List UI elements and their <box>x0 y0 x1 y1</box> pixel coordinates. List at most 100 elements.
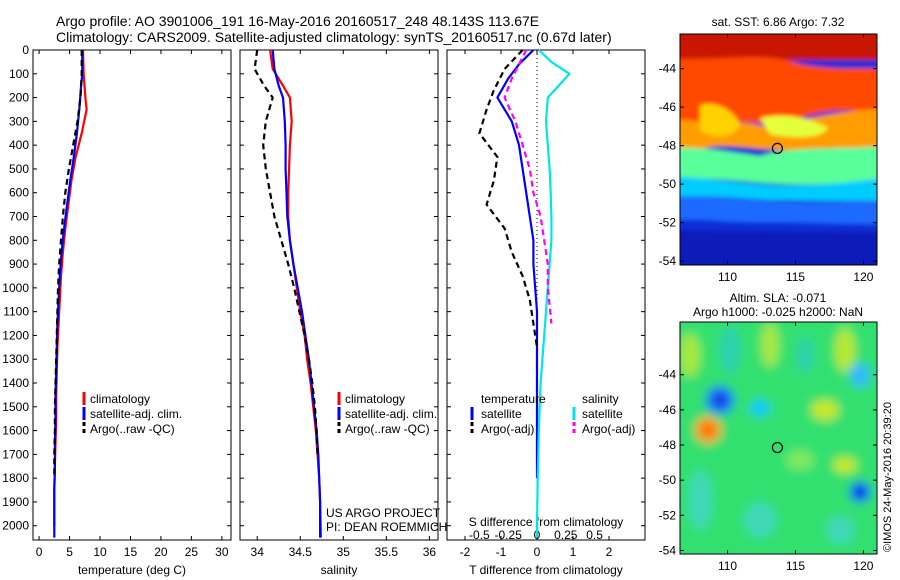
salinity-panel-frame <box>239 49 439 541</box>
depth-tick-label: 2000 <box>2 519 29 533</box>
lat-tick-label: -44 <box>659 62 677 76</box>
legend-label-s-satellite: satellite <box>582 407 623 421</box>
x-tick-label: 35.5 <box>375 545 399 559</box>
legend-label-t-satellite: satellite <box>481 407 522 421</box>
x-tick-label: 5 <box>66 545 73 559</box>
lat-tick-label: -46 <box>659 403 677 417</box>
x-tick-label: -1 <box>496 545 507 559</box>
depth-tick-label: 800 <box>9 233 29 247</box>
lat-tick-label: -54 <box>659 254 677 268</box>
project-annotation-line-2: PI: DEAN ROEMMICH <box>326 520 447 534</box>
depth-tick-label: 400 <box>9 138 29 152</box>
x-tick-label: 34 <box>251 545 265 559</box>
depth-tick-label: 1000 <box>2 281 29 295</box>
depth-tick-label: 1900 <box>2 495 29 509</box>
salinity-profile-plot: 34 34.5 35 35.5 36 salinity <box>240 49 438 577</box>
series-line-argo-adj-s <box>503 49 553 324</box>
top-tick-label: 0.25 <box>554 528 578 542</box>
sla-argo-position-marker <box>771 441 784 454</box>
lat-tick-label: -54 <box>659 543 677 557</box>
sla-map-title-line-1: Altim. SLA: -0.071 <box>730 291 827 305</box>
lat-tick-label: -52 <box>659 508 677 522</box>
sst-map-title: sat. SST: 6.86 Argo: 7.32 <box>712 15 845 29</box>
lon-tick-label: 120 <box>853 559 873 573</box>
x-tick-label: -2 <box>460 545 471 559</box>
series-line-satellite-s <box>535 49 571 538</box>
x-axis-label: salinity <box>321 563 358 577</box>
x-tick-label: 0 <box>36 545 43 559</box>
x-tick-label: 20 <box>154 545 168 559</box>
legend-label-argo: Argo(..raw -QC) <box>345 422 430 436</box>
legend-label-argo: Argo(..raw -QC) <box>90 422 175 436</box>
difference-profile-plot: -2 -1 0 1 2 T difference from climatology S di… <box>447 49 645 577</box>
x-tick-label: 15 <box>124 545 138 559</box>
project-annotation-line-1: US ARGO PROJECT <box>326 506 441 520</box>
depth-tick-label: 1600 <box>2 424 29 438</box>
depth-tick-label: 600 <box>9 186 29 200</box>
lon-tick-label: 115 <box>786 270 805 284</box>
sla-map-axes: 110 115 120 -44 -46 -48 -50 -52 -54 <box>659 322 877 573</box>
depth-tick-label: 1800 <box>2 471 29 485</box>
depth-tick-label: 300 <box>9 114 29 128</box>
legend-label-satellite: satellite-adj. clim. <box>345 407 437 421</box>
lat-tick-label: -52 <box>659 216 677 230</box>
sst-map <box>680 34 877 265</box>
title-line-2: Climatology: CARS2009. Satellite-adjuste… <box>56 29 612 45</box>
sla-map-frame <box>679 321 878 555</box>
temperature-legend: climatology satellite-adj. clim. Argo(..… <box>82 392 182 436</box>
lon-tick-label: 115 <box>786 559 805 573</box>
depth-tick-label: 200 <box>9 91 29 105</box>
x-axis-label: T difference from climatology <box>469 563 623 577</box>
lat-tick-label: -48 <box>659 438 677 452</box>
temperature-panel-frame <box>32 49 232 541</box>
x-tick-label: 2 <box>606 545 613 559</box>
legend-label-s-argo: Argo(-adj) <box>582 422 635 436</box>
x-tick-label: 0 <box>534 545 541 559</box>
depth-tick-label: 1500 <box>2 400 29 414</box>
legend-label-climatology: climatology <box>90 392 150 406</box>
lon-tick-label: 110 <box>718 559 737 573</box>
series-line-argo-adj <box>478 49 539 348</box>
top-tick-label: -0.5 <box>469 528 490 542</box>
top-tick-label: -0.25 <box>495 528 523 542</box>
x-tick-label: 34.5 <box>289 545 313 559</box>
depth-tick-label: 700 <box>9 210 29 224</box>
legend-header-temperature: temperature <box>481 392 546 406</box>
sst-map-frame <box>679 33 878 266</box>
lat-tick-label: -50 <box>659 473 677 487</box>
lat-tick-label: -48 <box>659 139 677 153</box>
top-tick-label: 0.5 <box>586 528 603 542</box>
depth-tick-label: 900 <box>9 257 29 271</box>
legend-header-salinity: salinity <box>582 392 619 406</box>
difference-legend: temperature salinity satellite Argo(-adj… <box>470 392 635 436</box>
lat-tick-label: -50 <box>659 177 677 191</box>
series-line-satellite <box>496 49 539 479</box>
lon-tick-label: 110 <box>718 270 737 284</box>
x-tick-label: 30 <box>215 545 229 559</box>
legend-label-satellite: satellite-adj. clim. <box>90 407 182 421</box>
depth-tick-label: 1700 <box>2 447 29 461</box>
depth-tick-label: 100 <box>9 67 29 81</box>
depth-tick-label: 1100 <box>3 305 29 319</box>
lat-tick-label: -46 <box>659 100 677 114</box>
x-tick-label: 35 <box>337 545 351 559</box>
x-tick-label: 10 <box>93 545 107 559</box>
depth-tick-label: 1400 <box>2 376 29 390</box>
salinity-legend: climatology satellite-adj. clim. Argo(..… <box>326 392 447 534</box>
sla-map <box>680 322 877 554</box>
title-line-1: Argo profile: AO 3901006_191 16-May-2016… <box>56 13 539 29</box>
temperature-profile-plot: 0100200300400500600700800900100011001200… <box>2 43 231 577</box>
depth-tick-label: 1200 <box>2 328 29 342</box>
sst-map-axes: 110 115 120 -44 -46 -48 -50 -52 -54 <box>659 34 877 284</box>
x-tick-label: 25 <box>185 545 199 559</box>
top-axis-label: S difference from climatology <box>469 515 624 529</box>
x-axis-label: temperature (deg C) <box>78 563 186 577</box>
difference-panel-frame <box>446 49 646 541</box>
lat-tick-label: -44 <box>659 368 677 382</box>
x-tick-label: 36 <box>423 545 437 559</box>
sst-argo-position-marker <box>771 142 784 155</box>
sla-map-title-line-2: Argo h1000: -0.025 h2000: NaN <box>693 305 863 319</box>
legend-label-climatology: climatology <box>345 392 405 406</box>
legend-label-t-argo: Argo(-adj) <box>481 422 534 436</box>
